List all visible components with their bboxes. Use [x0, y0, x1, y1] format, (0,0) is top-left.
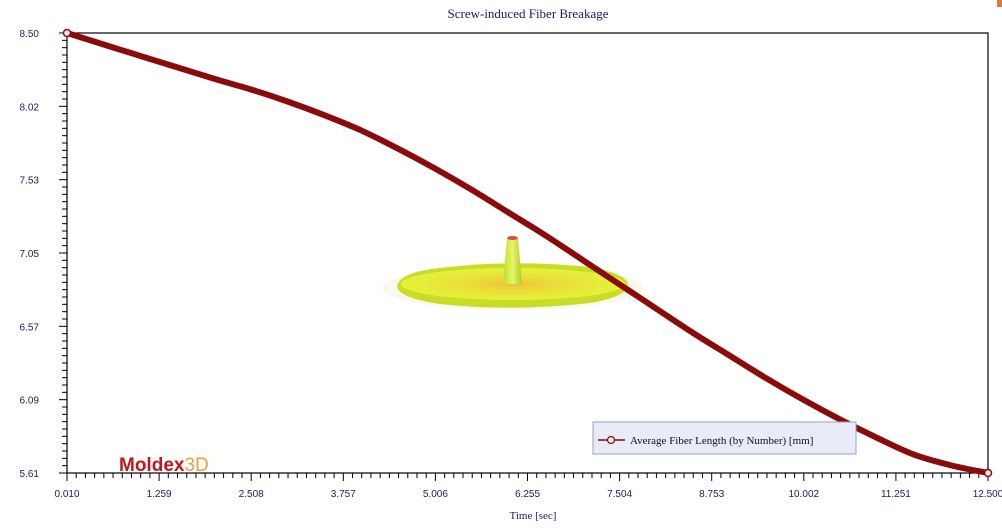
y-tick-label: 7.05: [20, 249, 40, 260]
x-tick-label: 12.500: [973, 489, 1002, 500]
series-layer: [62, 28, 993, 478]
y-tick-label: 6.57: [20, 322, 40, 333]
y-tick-label: 6.09: [20, 396, 40, 407]
x-axis-label: Time [sec]: [510, 510, 557, 522]
x-tick-label: 1.259: [147, 489, 172, 500]
molded-part-image: [383, 236, 643, 310]
x-tick-label: 11.251: [881, 489, 911, 500]
series-endpoint-marker: [983, 468, 993, 478]
y-tick-label: 7.53: [20, 176, 40, 187]
legend-label: Average Fiber Length (by Number) [mm]: [630, 435, 813, 447]
logo-text-main: Moldex: [119, 455, 185, 476]
x-tick-label: 7.504: [607, 489, 632, 500]
y-tick-label: 5.61: [20, 469, 40, 480]
x-tick-label: 8.753: [699, 489, 724, 500]
corner-marker: [997, 0, 1002, 7]
x-tick-label: 0.010: [54, 489, 79, 500]
y-tick-label: 8.02: [20, 102, 40, 113]
legend-box: [592, 421, 857, 455]
x-tick-label: 3.757: [331, 489, 356, 500]
x-tick-label: 2.508: [239, 489, 264, 500]
moldex3d-logo: Moldex3D: [119, 455, 209, 476]
x-tick-label: 6.255: [515, 489, 540, 500]
y-axis: 8.50 8.02 7.53 7.05 6.57 6.09 5.61: [20, 29, 67, 480]
legend-swatch-marker: [606, 435, 616, 445]
x-axis: 0.010 1.259 2.508 3.757 5.006 6.255 7.504 8.753…: [54, 473, 1002, 500]
part-stem-tip: [507, 236, 518, 240]
plot-area: [66, 32, 989, 474]
series-endpoint-marker: [62, 28, 72, 38]
x-tick-label: 10.002: [789, 489, 820, 500]
y-tick-label: 8.50: [20, 29, 40, 40]
x-tick-label: 5.006: [423, 489, 448, 500]
series-line: [64, 30, 991, 476]
part-stem: [503, 238, 522, 284]
legend: Average Fiber Length (by Number) [mm]: [592, 421, 857, 455]
chart-title: Screw-induced Fiber Breakage: [448, 6, 609, 21]
logo-text-suffix: 3D: [184, 455, 208, 476]
